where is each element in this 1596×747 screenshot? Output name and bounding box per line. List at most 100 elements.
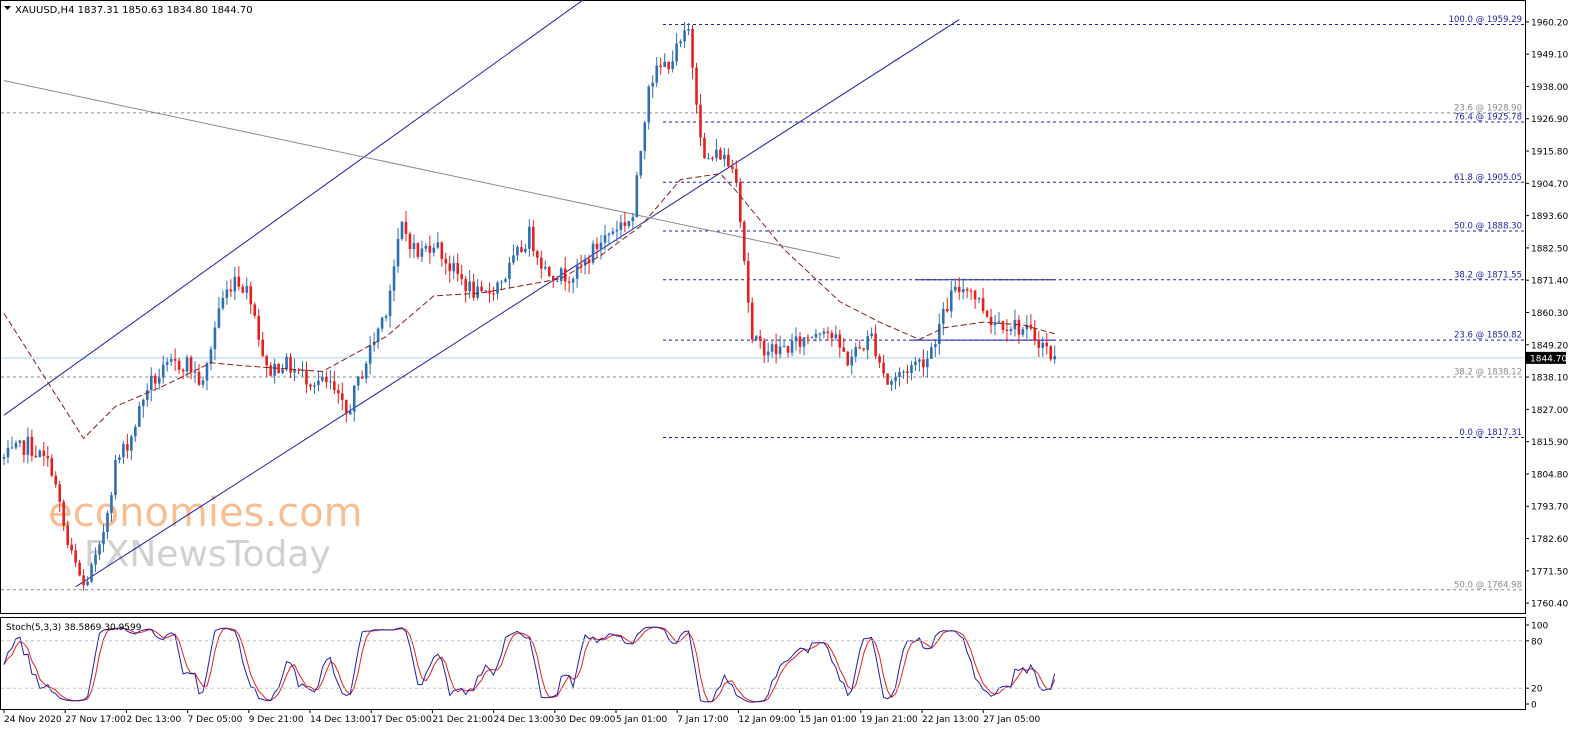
candle-body [38,450,42,458]
candle-body [547,266,551,276]
analysis-lines [3,0,1055,588]
candle-body [476,286,479,298]
candle-body [536,251,539,258]
candle-body [1001,321,1005,330]
candle-body [6,447,10,458]
candle-body [1029,324,1033,329]
candle-body [333,381,336,391]
candle-body [786,346,790,353]
candle-body [607,233,611,236]
candle-body [938,324,941,344]
candle-body [225,289,229,299]
candle-body [356,376,360,386]
candle-body [480,286,483,291]
candle-body [623,222,627,226]
candle-body [10,447,14,449]
candle-body [253,304,257,316]
candle-body [822,331,826,334]
candle-body [981,298,985,311]
candle-body [444,258,448,264]
candle-body [106,512,109,532]
price-tick-label: 1960.20 [1531,18,1568,28]
descending-trendline [3,80,840,259]
candle-body [348,411,352,415]
candle-body [114,459,117,496]
candle-body [874,333,877,357]
candle-body [735,168,738,183]
moving-average [3,173,1055,440]
candle-body [898,372,901,377]
candle-body [886,373,889,385]
candle-body [464,279,467,292]
candle-body [54,475,58,485]
candle-body [719,149,722,160]
price-tick-label: 1827.00 [1531,406,1568,416]
candle-body [376,328,380,342]
triangle-down-icon[interactable] [4,6,11,10]
candle-body [344,399,348,415]
candle-body [309,384,312,387]
candle-body [766,351,770,356]
candle-body [695,67,698,105]
stoch-main-line [3,626,1056,703]
candle-body [321,376,324,381]
price-tick-label: 1782.60 [1531,535,1568,545]
candle-body [914,361,917,366]
price-tick-label: 1838.10 [1531,374,1568,384]
candle-body [185,357,189,372]
time-tick-label: 27 Jan 05:00 [983,715,1040,725]
candle-body [448,263,452,272]
fib-levels: 100.0 @ 1959.29 76.4 @ 1925.78 61.8 @ 1905… [1,15,1525,591]
candle-body [408,233,412,250]
candle-body [910,365,913,374]
candle-body [1045,342,1049,347]
candle-body [742,221,746,262]
candle-body [543,266,547,269]
price-tick-label: 1915.80 [1531,148,1568,158]
candle-body [687,29,690,31]
candle-body [138,406,141,427]
time-tick-label: 21 Dec 21:00 [432,715,493,725]
candle-body [842,347,846,352]
candle-body [528,226,531,249]
watermark-line2: FXNewsToday [84,534,331,575]
candle-body [26,436,30,455]
candle-body [122,444,125,458]
candle-body [313,385,316,387]
candle-body [679,41,682,44]
candle-body [635,175,639,218]
candle-body [989,316,993,326]
candle-body [611,231,615,234]
channel-lower-line [75,19,960,588]
candle-body [559,268,563,281]
candle-body [1041,342,1045,348]
candle-body [496,282,499,294]
candle-body [631,217,635,222]
price-tick-label: 1793.70 [1531,503,1568,513]
candle-body [508,262,511,280]
candle-body [257,315,261,340]
candle-body [360,376,364,379]
candle-body [727,154,730,167]
candle-body [1037,340,1041,348]
candle-body [265,355,268,366]
candle-body [30,436,34,456]
fib-level-label: 76.4 @ 1925.78 [1454,113,1522,123]
candle-body [770,344,774,352]
candle-body [273,363,276,376]
candle-body [707,157,710,159]
candle-body [858,347,861,349]
candle-body [440,242,444,259]
candle-body [352,385,356,412]
candle-body [472,281,475,298]
time-tick-label: 2 Dec 13:00 [126,715,181,725]
candle-body [277,363,280,374]
candle-body [997,321,1001,323]
price-tick-label: 1926.90 [1531,115,1568,125]
candle-body [368,345,372,364]
fib-faded-label: 50.0 @ 1764.98 [1454,580,1522,590]
candle-body [930,347,933,359]
price-tick-label: 1949.10 [1531,51,1568,61]
